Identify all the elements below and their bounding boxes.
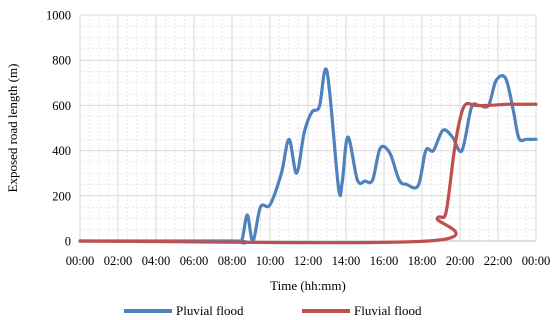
y-tick-label: 1000 [46, 9, 71, 23]
x-tick-label: 20:00 [446, 254, 474, 268]
x-tick-label: 06:00 [180, 254, 208, 268]
x-tick-label: 02:00 [104, 254, 132, 268]
series-line-fluvial-flood [78, 101, 538, 245]
y-tick-label: 0 [65, 235, 71, 249]
x-tick-label: 04:00 [142, 254, 170, 268]
y-axis-label: Exposed road length (m) [5, 64, 20, 193]
y-tick-label: 800 [52, 54, 71, 68]
y-tick-label: 400 [52, 144, 71, 158]
x-tick-label: 14:00 [332, 254, 360, 268]
x-tick-label: 18:00 [408, 254, 436, 268]
grid-lines [79, 14, 537, 242]
x-tick-labels: 00:00 02:00 04:00 06:00 08:00 10:00 12:00 14:00… [66, 254, 550, 268]
x-tick-label: 00:00 [522, 254, 550, 268]
x-tick-label: 12:00 [294, 254, 322, 268]
y-tick-label: 600 [52, 99, 71, 113]
y-tick-label: 200 [52, 189, 71, 203]
x-axis-label: Time (hh:mm) [270, 278, 346, 293]
x-tick-label: 22:00 [484, 254, 512, 268]
series-layer [78, 67, 538, 245]
x-tick-label: 08:00 [218, 254, 246, 268]
legend-label-fluvial: Fluvial flood [354, 303, 422, 318]
x-tick-label: 00:00 [66, 254, 94, 268]
x-tick-label: 10:00 [256, 254, 284, 268]
legend: Pluvial flood Fluvial flood [124, 303, 422, 318]
y-tick-labels: 0 200 400 600 800 1000 [46, 9, 71, 249]
x-tick-label: 16:00 [370, 254, 398, 268]
legend-label-pluvial: Pluvial flood [176, 303, 244, 318]
